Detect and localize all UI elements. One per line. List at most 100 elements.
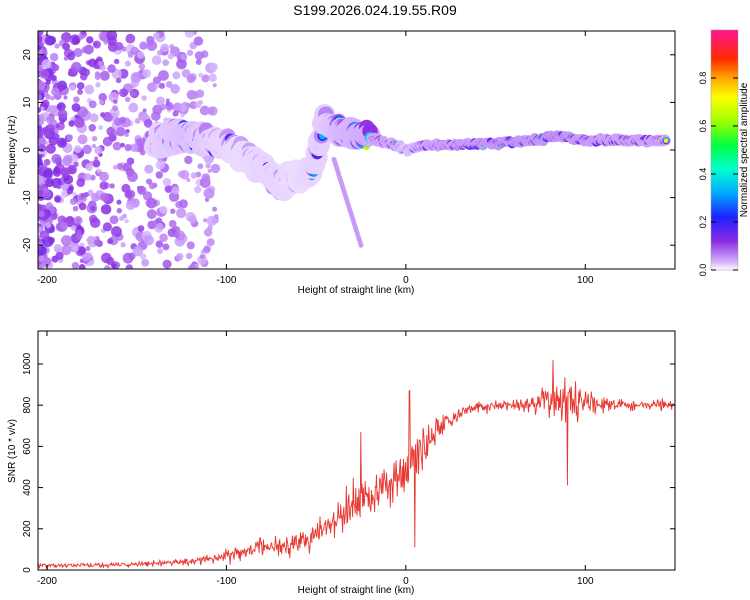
noise-blob	[98, 93, 107, 102]
noise-blob	[172, 110, 179, 117]
noise-blob	[38, 34, 43, 44]
noise-blob	[185, 252, 193, 260]
noise-blob	[139, 41, 148, 50]
noise-blob	[137, 185, 147, 195]
noise-blob	[142, 108, 147, 113]
noise-blob	[38, 157, 43, 166]
noise-blob	[99, 64, 106, 71]
noise-blob	[206, 215, 217, 226]
noise-blob	[155, 171, 164, 179]
noise-blob	[50, 96, 55, 101]
noise-blob	[142, 69, 151, 78]
noise-blob	[168, 220, 177, 228]
noise-blob	[143, 118, 153, 128]
noise-blob	[100, 204, 112, 215]
noise-blob	[38, 250, 44, 257]
noise-blob	[86, 36, 94, 44]
noise-blob	[45, 79, 51, 85]
noise-blob	[193, 36, 204, 46]
noise-blob	[57, 109, 68, 120]
noise-blob	[195, 59, 202, 65]
noise-blob	[94, 74, 101, 81]
noise-blob	[203, 218, 208, 223]
noise-blob	[147, 82, 158, 93]
noise-blob	[143, 235, 154, 246]
noise-blob	[109, 183, 115, 189]
noise-blob	[67, 52, 76, 61]
spectral-ridge	[144, 104, 671, 202]
noise-blob	[42, 169, 53, 179]
snr-ylabel: SNR (10 * v/v)	[7, 419, 18, 483]
noise-blob	[73, 215, 83, 225]
noise-blob	[109, 215, 119, 225]
noise-blob	[57, 215, 67, 225]
y-tick-label: 600	[22, 438, 33, 455]
noise-blob	[77, 134, 88, 145]
noise-blob	[206, 238, 215, 247]
noise-blob	[103, 265, 111, 269]
diagonal-blob	[358, 242, 364, 248]
noise-blob	[48, 105, 58, 115]
noise-blob	[207, 225, 213, 231]
x-tick-label: -200	[37, 576, 57, 587]
noise-blob	[61, 245, 72, 256]
noise-blob	[89, 113, 99, 123]
noise-blob	[80, 193, 86, 198]
x-tick-label: -100	[216, 576, 236, 587]
noise-blob	[202, 245, 211, 254]
noise-blob	[186, 49, 194, 56]
noise-blob	[81, 252, 91, 262]
noise-blob	[75, 233, 83, 240]
snr-plot-area	[38, 359, 675, 570]
noise-blob	[41, 99, 50, 108]
noise-blob	[66, 134, 73, 141]
noise-blob	[61, 32, 72, 43]
noise-blob	[154, 83, 160, 89]
noise-blob	[137, 225, 145, 232]
noise-blob	[71, 61, 82, 73]
noise-blob	[204, 197, 210, 202]
noise-blob	[197, 254, 208, 265]
noise-blob	[42, 127, 48, 133]
noise-blob	[119, 88, 128, 98]
noise-blob	[98, 99, 105, 105]
colorbar-tick-label: 0.6	[698, 120, 708, 133]
noise-blob	[53, 244, 63, 253]
noise-blob	[186, 177, 191, 183]
noise-blob	[44, 35, 55, 46]
noise-blob	[63, 174, 74, 185]
noise-blob	[116, 163, 124, 170]
noise-blob	[209, 62, 218, 72]
noise-blob	[119, 216, 124, 222]
noise-blob	[130, 143, 139, 152]
noise-blob	[194, 185, 202, 194]
noise-blob	[79, 35, 84, 40]
noise-blob	[130, 71, 142, 83]
noise-blob	[110, 262, 117, 269]
noise-blob	[60, 222, 68, 230]
noise-blob	[88, 124, 96, 132]
ridge-blob	[664, 138, 668, 143]
noise-blob	[208, 106, 218, 116]
noise-blob	[38, 44, 42, 51]
noise-blob	[107, 64, 116, 73]
noise-blob	[120, 242, 126, 248]
noise-blob	[124, 219, 129, 224]
noise-blob	[124, 60, 131, 67]
noise-blob	[54, 196, 61, 203]
colorbar-tick-label: 0.2	[698, 216, 708, 229]
noise-blob	[105, 114, 113, 122]
noise-blob	[176, 58, 187, 70]
noise-blob	[73, 145, 82, 154]
noise-blob	[194, 101, 202, 108]
noise-blob	[158, 70, 169, 81]
noise-blob	[38, 255, 45, 262]
noise-blob	[88, 100, 97, 109]
noise-blob	[56, 137, 67, 148]
y-tick-label: -20	[22, 238, 33, 253]
noise-blob	[124, 132, 129, 137]
noise-blob	[194, 51, 204, 61]
